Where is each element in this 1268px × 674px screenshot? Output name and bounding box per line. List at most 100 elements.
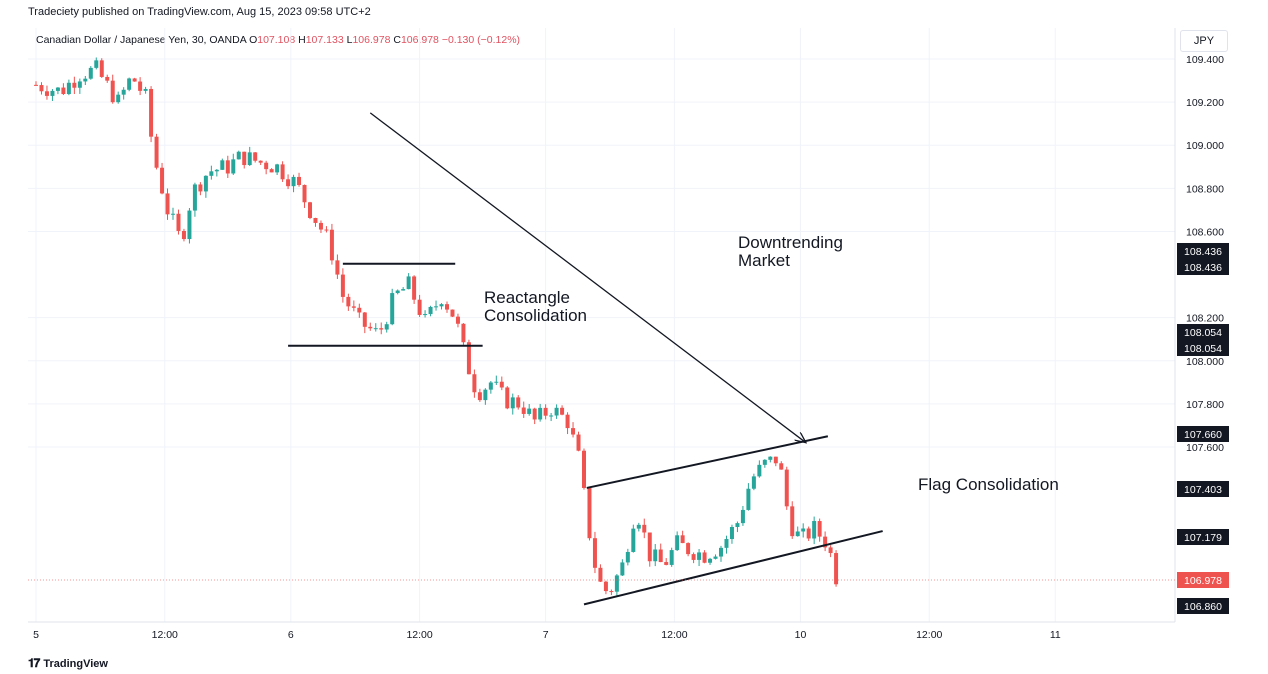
candle-down	[773, 456, 778, 464]
candle-up	[209, 171, 214, 176]
time-tick-label: 11	[1050, 629, 1061, 641]
candle-down	[313, 217, 318, 223]
candle-down	[329, 229, 334, 261]
candle-up	[801, 528, 806, 532]
candle-down	[658, 549, 663, 563]
low-label: L	[346, 34, 353, 46]
candle-up	[735, 523, 740, 528]
candle-up	[77, 81, 82, 88]
candle-down	[790, 506, 795, 537]
price-tag-label: 108.054	[1184, 343, 1222, 355]
open-value: 107.108	[257, 34, 296, 46]
candle-up	[724, 539, 729, 548]
price-tag	[1177, 259, 1229, 275]
trendlines[interactable]	[288, 112, 883, 606]
candle-down	[587, 487, 592, 539]
candle-down	[828, 547, 833, 554]
price-tag	[1177, 529, 1229, 545]
candle-up	[483, 389, 488, 401]
candle-up	[187, 210, 192, 240]
candle-up	[697, 552, 702, 560]
candle-up	[434, 306, 439, 308]
change-value: −0.130 (−0.12%)	[441, 34, 521, 46]
candle-up	[220, 160, 225, 170]
candle-up	[384, 324, 389, 330]
candle-up	[719, 547, 723, 557]
candle-down	[592, 538, 597, 568]
candle-down	[565, 414, 570, 429]
candle-down	[499, 381, 504, 388]
flag-top[interactable]	[586, 435, 829, 489]
time-tick-label: 10	[795, 629, 807, 641]
tradingview-logo[interactable]: 𝟏𝟕 TradingView	[28, 656, 108, 671]
flag-bottom[interactable]	[583, 530, 883, 606]
candle-up	[275, 164, 280, 173]
candle-up	[439, 304, 444, 307]
candle-up	[636, 524, 641, 529]
time-axis[interactable]: 5 12:00 6 12:00 7 12:00 10 12:00 11	[33, 629, 1061, 641]
candle-down	[368, 326, 373, 329]
candle-down	[61, 87, 66, 95]
candle-down	[466, 342, 471, 375]
symbol-name[interactable]: Canadian Dollar / Japanese Yen, 30, OAND…	[36, 34, 247, 46]
price-tag	[1177, 481, 1229, 497]
annotation-text: Consolidation	[484, 306, 587, 325]
price-tag-label: 108.436	[1184, 262, 1222, 274]
candle-down	[181, 230, 186, 240]
candle-down	[461, 323, 466, 343]
candle-up	[94, 60, 99, 68]
price-tick-label: 107.800	[1186, 399, 1224, 411]
price-axis[interactable]: 109.400 109.200 109.000 108.800 108.600 108.2…	[1186, 54, 1224, 454]
candle-down	[176, 213, 181, 231]
candle-up	[390, 293, 395, 325]
candle-down	[445, 304, 449, 310]
candle-down	[286, 179, 291, 187]
price-tick-label: 108.000	[1186, 356, 1224, 368]
candle-down	[335, 260, 340, 275]
candle-up	[395, 290, 400, 294]
candle-down	[154, 136, 159, 168]
candle-up	[423, 314, 428, 316]
candle-down	[647, 532, 652, 562]
candle-down	[132, 78, 137, 82]
candle-down	[225, 160, 230, 174]
price-tag-label: 106.860	[1184, 601, 1222, 613]
candle-up	[143, 88, 148, 91]
candle-up	[488, 382, 493, 390]
candle-down	[571, 428, 576, 435]
candle-down	[34, 84, 38, 86]
high-value: 107.133	[305, 34, 344, 46]
candle-down	[198, 184, 203, 192]
price-tags: 108.436 108.436 108.054 108.054 107.660 107.4…	[28, 243, 1229, 614]
candle-down	[691, 554, 696, 560]
candle-down	[455, 316, 460, 324]
candle-down	[258, 160, 263, 163]
candle-down	[521, 407, 526, 414]
candle-up	[428, 306, 433, 315]
candle-down	[39, 85, 44, 92]
downtrend-arrow[interactable]	[369, 112, 806, 443]
candle-up	[812, 521, 817, 539]
candle-up	[203, 175, 208, 192]
last-price-tag	[1177, 572, 1229, 588]
time-tick-label: 12:00	[661, 629, 687, 641]
candle-down	[351, 306, 356, 308]
candle-down	[784, 469, 789, 507]
price-tick-label: 109.400	[1186, 54, 1224, 66]
candle-up	[614, 575, 619, 592]
currency-selector[interactable]: JPY	[1180, 30, 1228, 52]
symbol-bar: Canadian Dollar / Japanese Yen, 30, OAND…	[36, 34, 520, 46]
price-tick-label: 109.200	[1186, 97, 1224, 109]
candle-down	[357, 307, 362, 313]
candle-down	[686, 543, 691, 555]
candle-down	[516, 397, 521, 408]
tradingview-logo-icon: 𝟏𝟕	[28, 656, 40, 670]
candle-up	[653, 549, 658, 562]
candle-up	[231, 159, 236, 174]
candle-down	[823, 536, 828, 548]
candle-down	[680, 535, 685, 544]
price-tag	[1177, 426, 1229, 442]
candle-up	[713, 556, 718, 559]
candle-down	[477, 392, 482, 401]
